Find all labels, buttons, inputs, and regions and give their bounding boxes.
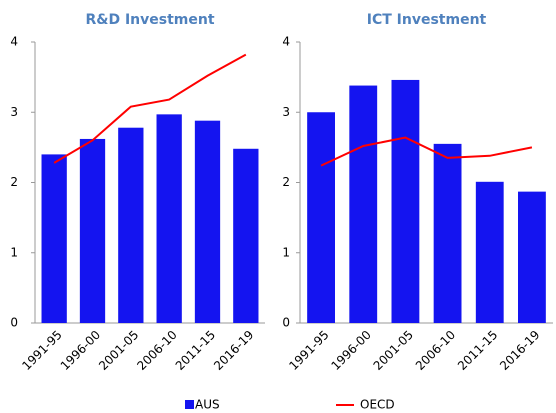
bar bbox=[475, 181, 504, 323]
bar bbox=[233, 148, 259, 323]
line bbox=[320, 136, 533, 167]
bar bbox=[156, 114, 182, 323]
bar bbox=[433, 143, 462, 323]
x-tick-label: 1991-95 bbox=[286, 328, 331, 373]
x-tick-label: 2001-05 bbox=[96, 328, 141, 373]
x-tick-label: 2016-19 bbox=[497, 328, 542, 373]
line bbox=[53, 53, 247, 164]
x-tick-label: 2006-10 bbox=[413, 328, 458, 373]
y-tick-label: 3 bbox=[10, 105, 18, 119]
bar bbox=[194, 120, 221, 324]
y-tick-label: 0 bbox=[10, 316, 18, 330]
bar bbox=[41, 154, 67, 323]
x-tick-label: 2011-15 bbox=[173, 328, 218, 373]
x-tick-label: 1996-00 bbox=[58, 328, 103, 373]
y-tick-label: 2 bbox=[282, 175, 290, 189]
x-tick-label: 2006-10 bbox=[134, 328, 179, 373]
bar bbox=[518, 191, 546, 323]
bar bbox=[307, 112, 335, 323]
x-tick-label: 2011-15 bbox=[455, 328, 500, 373]
bar bbox=[118, 127, 144, 323]
y-tick-label: 0 bbox=[282, 316, 290, 330]
y-tick-label: 4 bbox=[282, 35, 290, 49]
x-tick-label: 2016-19 bbox=[211, 328, 256, 373]
bar bbox=[79, 138, 106, 323]
y-tick-label: 3 bbox=[282, 105, 290, 119]
y-tick-label: 2 bbox=[10, 175, 18, 189]
legend-label: AUS bbox=[195, 398, 220, 412]
legend-label: OECD bbox=[360, 398, 395, 412]
x-tick-label: 2001-05 bbox=[371, 328, 416, 373]
bar bbox=[349, 85, 378, 324]
legend-swatch bbox=[185, 400, 194, 409]
y-tick-label: 4 bbox=[10, 35, 18, 49]
x-tick-label: 1991-95 bbox=[19, 328, 64, 373]
chart-title: ICT Investment bbox=[367, 12, 487, 28]
bar bbox=[391, 79, 420, 323]
x-tick-label: 1996-00 bbox=[328, 328, 373, 373]
chart-title: R&D Investment bbox=[85, 12, 214, 28]
y-tick-label: 1 bbox=[282, 245, 290, 259]
y-tick-label: 1 bbox=[10, 245, 18, 259]
